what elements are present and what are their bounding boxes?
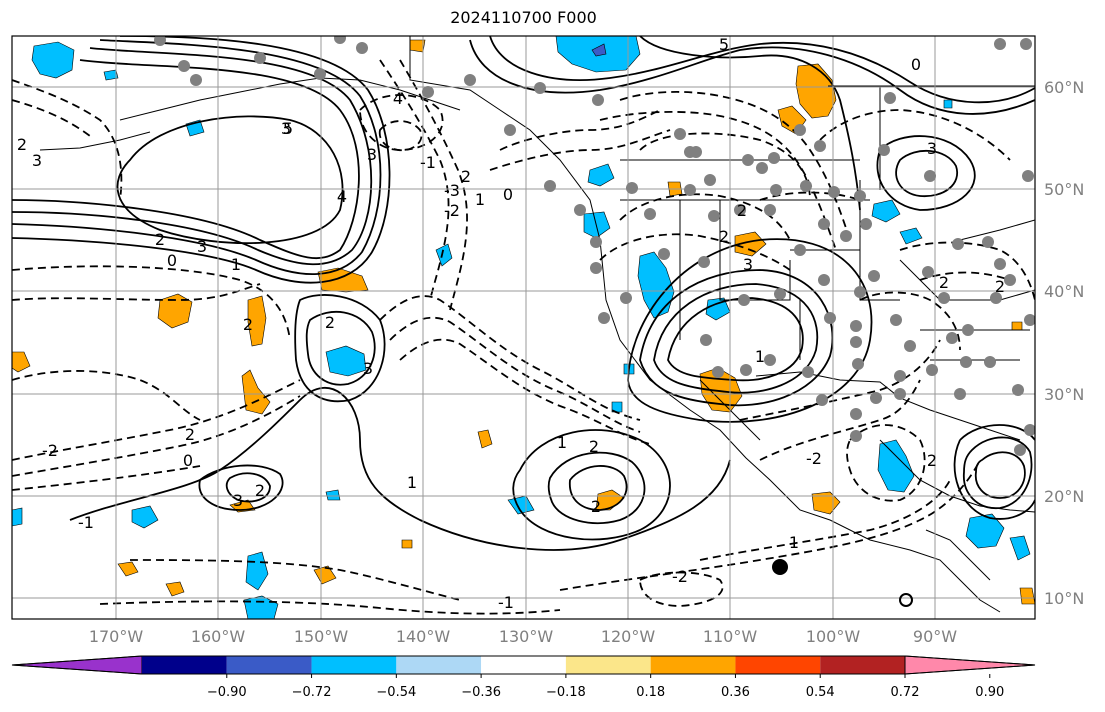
contour-label: 1 — [755, 347, 765, 366]
colorbar-extend-low — [11, 655, 143, 675]
contour-label: 3 — [233, 491, 243, 510]
contour-label: 1 — [557, 433, 567, 452]
latitude-labels: 60°N 50°N 40°N 30°N 20°N 10°N — [1044, 78, 1084, 608]
contour-label: -2 — [444, 201, 460, 220]
contour-label: 2 — [243, 315, 253, 334]
contour-label: 2 — [589, 437, 599, 456]
contour-label: 1 — [475, 190, 485, 209]
contour-label: 0 — [911, 55, 921, 74]
solid-contours — [12, 36, 1035, 551]
colorbar-segment — [735, 656, 821, 674]
lon-label: 120°W — [601, 627, 656, 646]
contour-label: 2 — [591, 497, 601, 516]
contour-label: 4 — [337, 187, 347, 206]
lon-label: 130°W — [499, 627, 554, 646]
contour-label: 3 — [367, 145, 377, 164]
colorbar-segment — [396, 656, 482, 674]
contour-label: 5 — [283, 119, 293, 138]
colorbar-segment — [142, 656, 227, 674]
contour-label: 3 — [197, 237, 207, 256]
contour-label: -1 — [420, 153, 436, 172]
contour-label: 2 — [185, 425, 195, 444]
contour-label: 2 — [737, 201, 747, 220]
colorbar-label: 0.72 — [891, 685, 920, 700]
colorbar-label: 0.54 — [806, 685, 835, 700]
contour-label: 2 — [255, 481, 265, 500]
lon-label: 140°W — [396, 627, 451, 646]
contour-label: 0 — [183, 451, 193, 470]
colorbar-label: 0.36 — [721, 685, 750, 700]
colorbar-label: −0.18 — [546, 685, 586, 700]
dashed-contours — [12, 59, 1035, 615]
contour-label: 5 — [719, 35, 729, 54]
negative-anomaly-shading — [12, 36, 1031, 619]
map-frame — [11, 35, 1036, 620]
lon-label: 100°W — [806, 627, 861, 646]
contour-label: 1 — [789, 533, 799, 552]
lat-label: 20°N — [1044, 487, 1084, 506]
contour-label: 1 — [231, 255, 241, 274]
colorbar-segment — [650, 656, 736, 674]
lat-label: 10°N — [1044, 589, 1084, 608]
contour-label: 3 — [281, 119, 291, 138]
longitude-labels: 170°W 160°W 150°W 140°W 130°W 120°W 110°… — [89, 627, 957, 646]
contour-label: 2 — [995, 277, 1005, 296]
map-title: 2024110700 F000 — [450, 8, 597, 27]
contour-label: 2 — [939, 273, 949, 292]
contour-label: 2 — [325, 313, 335, 332]
lon-label: 90°W — [913, 627, 957, 646]
colorbar-label: 0.90 — [975, 685, 1004, 700]
contour-label: -1 — [498, 593, 514, 612]
contour-label: 2 — [719, 227, 729, 246]
station-dots — [154, 36, 1035, 456]
colorbar-extend-high — [904, 655, 1036, 675]
colorbar-segment — [565, 656, 651, 674]
colorbar: −0.90 −0.72 −0.54 −0.36 −0.18 0.18 0.36 0.54 0.7… — [11, 655, 1036, 700]
contour-label: 4 — [393, 89, 403, 108]
contour-label: 2 — [17, 135, 27, 154]
lon-label: 110°W — [703, 627, 758, 646]
contour-label: 0 — [167, 251, 177, 270]
marker-dot — [772, 559, 788, 575]
colorbar-segment — [820, 656, 905, 674]
map-background — [12, 36, 1035, 619]
colorbar-label: −0.72 — [292, 685, 332, 700]
contour-label: 3 — [927, 139, 937, 158]
colorbar-label: −0.54 — [376, 685, 416, 700]
colorbar-label: −0.36 — [461, 685, 501, 700]
contour-label: 2 — [155, 230, 165, 249]
contour-label: -2 — [672, 567, 688, 586]
colorbar-label: −0.90 — [207, 685, 247, 700]
colorbar-outline — [11, 655, 1036, 675]
contour-label: 0 — [503, 185, 513, 204]
lon-label: 170°W — [89, 627, 144, 646]
contour-label: -3 — [444, 181, 460, 200]
contour-label: -2 — [806, 449, 822, 468]
contour-label: 2 — [927, 451, 937, 470]
small-ring — [899, 593, 913, 607]
lon-label: 160°W — [191, 627, 246, 646]
contour-label: -2 — [42, 441, 58, 460]
lat-label: 30°N — [1044, 385, 1084, 404]
colorbar-segment — [311, 656, 397, 674]
contour-label: 3 — [743, 255, 753, 274]
contour-label: -1 — [78, 513, 94, 532]
lat-label: 40°N — [1044, 282, 1084, 301]
contour-label: 3 — [363, 359, 373, 378]
contour-label: 1 — [407, 473, 417, 492]
lat-label: 60°N — [1044, 78, 1084, 97]
contour-label: 2 — [461, 167, 471, 186]
graticule — [12, 36, 1035, 619]
colorbar-segment — [226, 656, 312, 674]
lon-label: 150°W — [294, 627, 349, 646]
lat-label: 50°N — [1044, 180, 1084, 199]
colorbar-label: 0.18 — [636, 685, 665, 700]
colorbar-segment — [481, 656, 566, 674]
contour-label: 3 — [32, 151, 42, 170]
